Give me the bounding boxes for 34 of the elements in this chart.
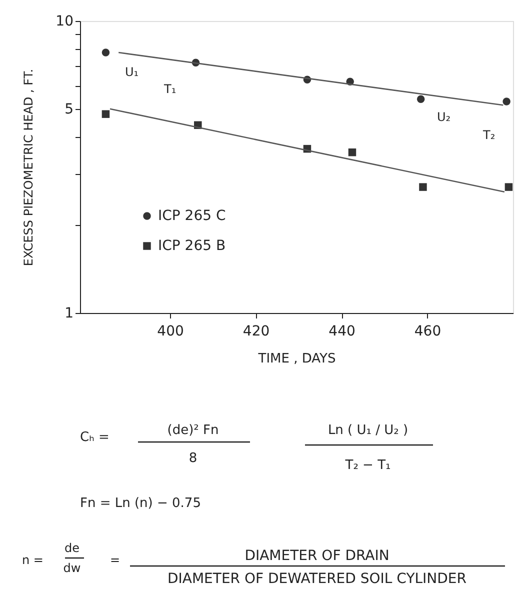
point: [502, 98, 510, 106]
y-tick-label: 10: [56, 14, 74, 30]
y-tick-label: 5: [64, 101, 74, 118]
x-tick-label: 420: [242, 324, 270, 340]
text: T₂ − T₁: [344, 458, 391, 473]
text: Cₕ =: [80, 430, 110, 445]
x-tick-label: 440: [328, 324, 356, 340]
text: DIAMETER OF DRAIN: [244, 548, 390, 564]
legend-label: ICP 265 B: [158, 238, 226, 254]
point: [416, 95, 425, 104]
point: [504, 183, 513, 191]
annotation: U₁: [125, 65, 139, 79]
x-tick-label: 460: [414, 324, 442, 340]
annotation: T₂: [482, 128, 496, 142]
y-axis-title: EXCESS PIEZOMETRIC HEAD , FT.: [22, 68, 36, 266]
point: [419, 183, 427, 191]
x-axis-title: TIME , DAYS: [257, 352, 336, 366]
point: [348, 148, 356, 156]
text: =: [110, 553, 120, 567]
annotation: T₁: [163, 82, 176, 96]
point: [102, 110, 110, 118]
text: de: [64, 541, 80, 555]
text: DIAMETER OF DEWATERED SOIL CYLINDER: [167, 571, 467, 587]
text: dw: [63, 561, 81, 575]
point: [102, 48, 110, 56]
text: (de)² Fn: [167, 423, 219, 438]
x-tick-label: 400: [157, 324, 184, 340]
annotation: U₂: [437, 110, 451, 124]
text: n =: [22, 553, 44, 567]
text: Fn = Ln (n) − 0.75: [80, 496, 201, 511]
legend-label: ICP 265 C: [158, 208, 226, 224]
text: Ln ( U₁ / U₂ ): [328, 423, 408, 438]
y-tick-label: 1: [64, 306, 74, 322]
text: 8: [188, 451, 198, 466]
